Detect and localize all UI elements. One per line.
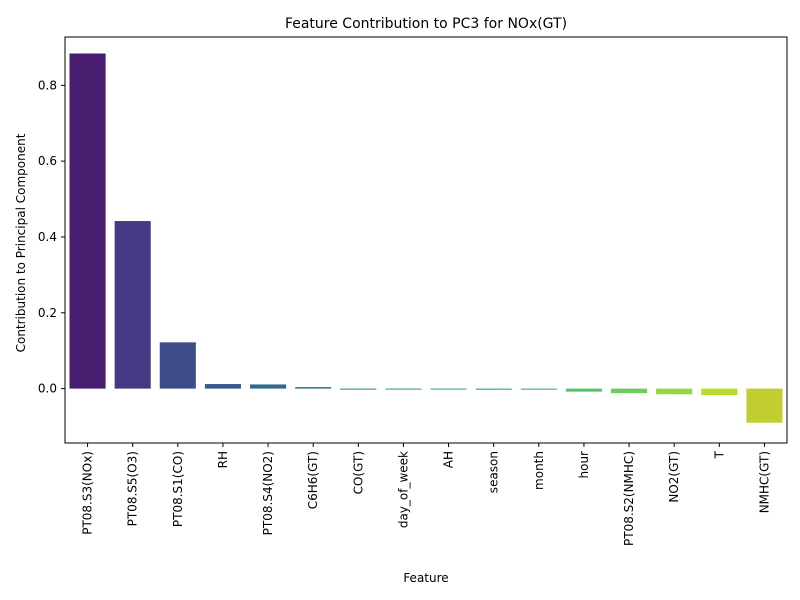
x-tick-label: RH bbox=[216, 451, 230, 468]
bar-season bbox=[475, 388, 512, 390]
bar-pt08-s5-o3 bbox=[114, 221, 151, 389]
x-tick-label: T bbox=[712, 450, 726, 459]
x-tick-label: hour bbox=[577, 451, 591, 479]
y-tick-label: 0.4 bbox=[38, 230, 57, 244]
x-tick-label: PT08.S3(NOx) bbox=[81, 451, 95, 535]
y-tick-label: 0.2 bbox=[38, 306, 57, 320]
bar-rh bbox=[204, 384, 241, 389]
bar-t bbox=[701, 388, 738, 396]
x-tick-label: CO(GT) bbox=[351, 451, 365, 494]
x-tick-label: PT08.S1(CO) bbox=[171, 451, 185, 527]
x-tick-label: PT08.S5(O3) bbox=[126, 451, 140, 526]
bar-co-gt bbox=[340, 388, 377, 390]
bar-month bbox=[520, 388, 557, 390]
bar-pt08-s4-no2 bbox=[250, 384, 287, 389]
bar-hour bbox=[565, 388, 602, 392]
bar-no2-gt bbox=[656, 388, 693, 395]
bar-day-of-week bbox=[385, 388, 422, 390]
bar-c6h6-gt bbox=[295, 387, 332, 389]
bars-group bbox=[69, 53, 783, 423]
x-tick-label: season bbox=[487, 451, 501, 493]
x-axis-title: Feature bbox=[403, 571, 448, 585]
bar-pt08-s3-nox bbox=[69, 53, 106, 389]
x-tick-label: PT08.S4(NO2) bbox=[261, 451, 275, 535]
y-tick-label: 0.0 bbox=[38, 382, 57, 396]
bar-nmhc-gt bbox=[746, 388, 783, 423]
y-tick-label: 0.6 bbox=[38, 154, 57, 168]
y-tick-label: 0.8 bbox=[38, 78, 57, 92]
x-axis: PT08.S3(NOx) PT08.S5(O3) PT08.S1(CO) RH PT08… bbox=[81, 443, 771, 546]
bar-pt08-s1-co bbox=[159, 342, 196, 389]
x-tick-label: NMHC(GT) bbox=[757, 451, 771, 513]
x-tick-label: PT08.S2(NMHC) bbox=[622, 451, 636, 546]
x-tick-label: C6H6(GT) bbox=[306, 451, 320, 509]
x-tick-label: NO2(GT) bbox=[667, 451, 681, 503]
y-axis-title: Contribution to Principal Component bbox=[14, 133, 28, 352]
x-tick-label: AH bbox=[442, 451, 456, 468]
y-axis: 0.0 0.2 0.4 0.6 0.8 bbox=[38, 78, 65, 396]
x-tick-label: day_of_week bbox=[396, 451, 410, 528]
chart-title: Feature Contribution to PC3 for NOx(GT) bbox=[285, 16, 567, 32]
bar-ah bbox=[430, 388, 467, 390]
plot-frame bbox=[64, 36, 788, 444]
x-tick-label: month bbox=[532, 451, 546, 490]
bar-pt08-s2-nmhc bbox=[611, 388, 648, 394]
